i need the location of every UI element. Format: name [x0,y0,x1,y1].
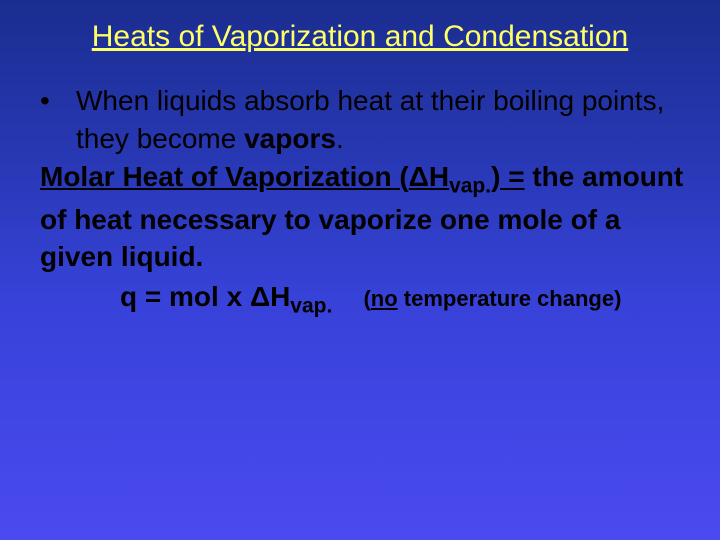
eq-lhs: q = mol x [120,281,250,312]
eq-vap-sub: vap. [290,295,332,318]
equation-line: q = mol x ΔHvap. (no temperature change) [40,278,690,321]
equation-note: (no temperature change) [363,286,621,311]
note-rest: temperature change) [398,286,622,311]
delta-symbol: Δ [409,161,429,192]
term-name: Molar Heat of Vaporization (ΔHvap.) = [40,161,525,192]
bullet-item: • When liquids absorb heat at their boil… [40,82,690,158]
note-open: ( [363,286,370,311]
bullet-period: . [336,123,344,154]
note-no: no [371,286,398,311]
eq-h: H [270,281,290,312]
definition-block: Molar Heat of Vaporization (ΔHvap.) = th… [40,158,690,277]
term-close: ) = [491,161,524,192]
slide-title: Heats of Vaporization and Condensation [30,20,690,54]
bullet-emphasis: vapors [244,123,336,154]
bullet-lead: When liquids absorb heat at their boilin… [76,85,664,154]
h-symbol: H [429,161,449,192]
bullet-text: When liquids absorb heat at their boilin… [76,82,690,158]
slide-body: • When liquids absorb heat at their boil… [30,82,690,321]
vap-subscript: vap. [449,174,491,197]
eq-delta: Δ [250,281,270,312]
term-lead: Molar Heat of Vaporization ( [40,161,409,192]
bullet-marker: • [40,82,76,158]
